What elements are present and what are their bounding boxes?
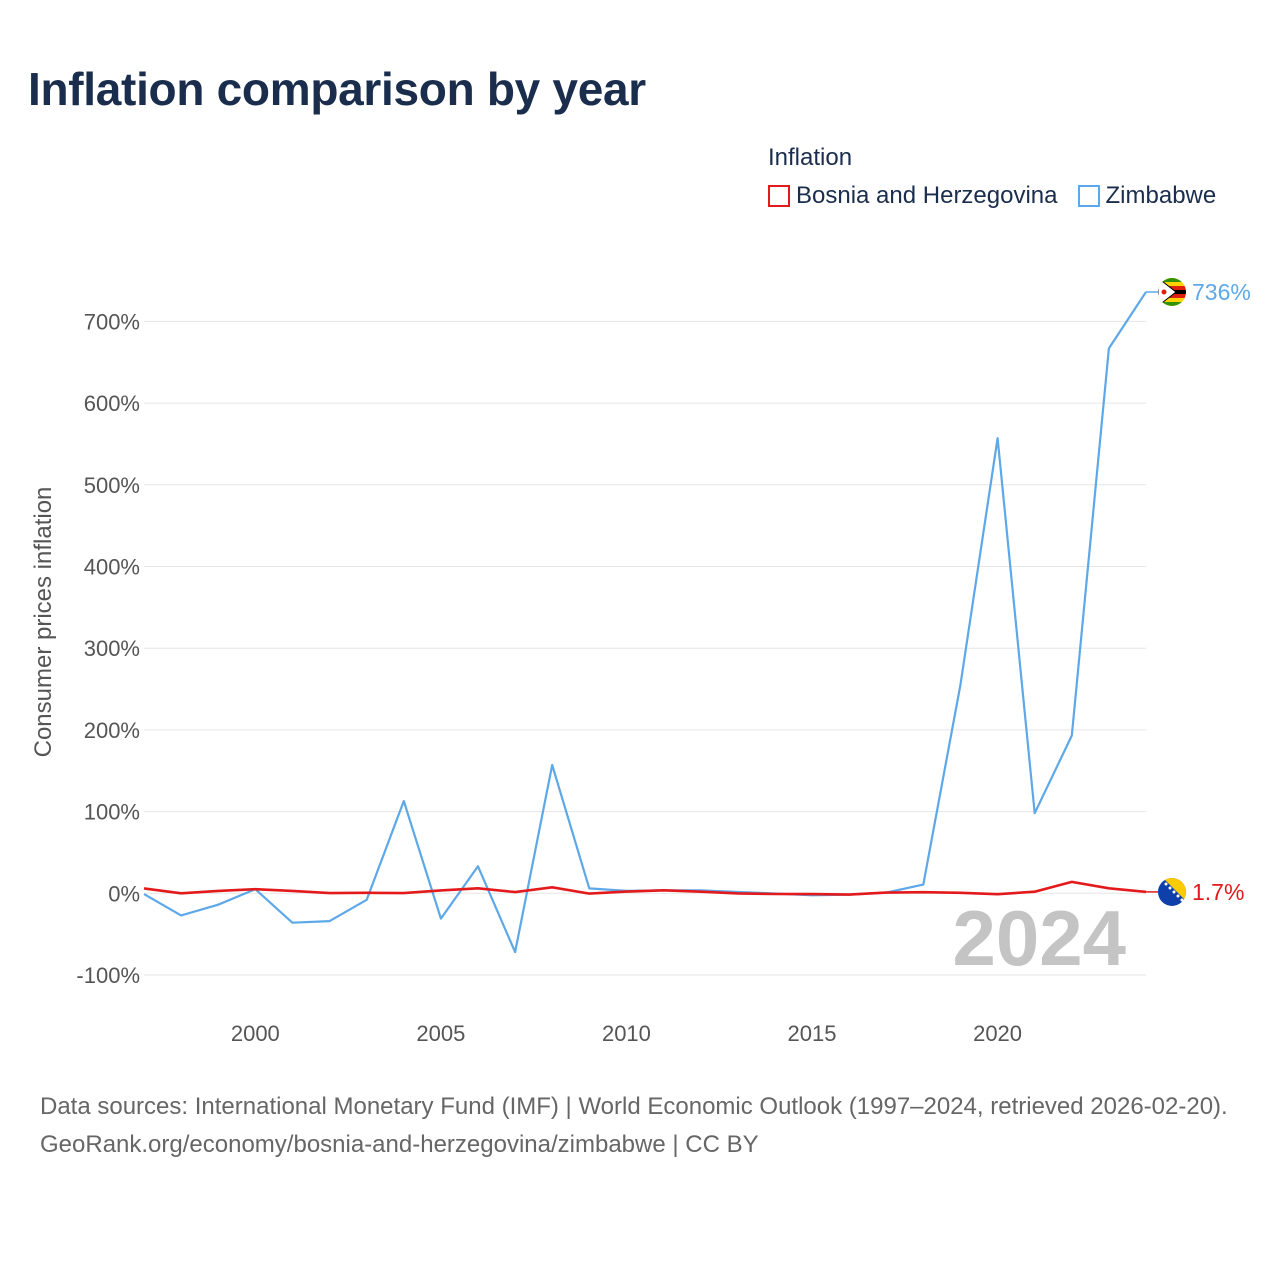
legend-swatch-zimbabwe [1077,185,1100,207]
y-tick-label: 100% [84,800,140,825]
y-tick-label: 300% [84,636,140,661]
end-label-bosnia: 1.7% [1192,879,1244,905]
y-tick-label: 500% [84,473,140,498]
y-tick-label: -100% [76,963,140,988]
y-tick-label: 700% [84,309,140,334]
footer: Data sources: International Monetary Fun… [40,1088,1250,1164]
x-tick-label: 2015 [788,1021,837,1046]
legend-title: Inflation [768,144,853,171]
grid-lines [144,320,1146,976]
series-line-bosnia[interactable] [143,880,1147,896]
legend-item-zimbabwe[interactable]: Zimbabwe [1077,182,1217,210]
year-watermark: 2024 [952,894,1126,982]
chart-title: Inflation comparison by year [28,63,646,115]
legend-label-zimbabwe: Zimbabwe [1105,182,1217,209]
footer-sources: Data sources: International Monetary Fun… [40,1093,1228,1120]
x-tick-label: 2020 [973,1021,1022,1046]
footer-attribution: GeoRank.org/economy/bosnia-and-herzegovi… [40,1131,759,1158]
x-axis-ticks: 2000 2005 2010 2015 2020 [231,1021,1022,1046]
y-axis-ticks: -100% 0% 100% 200% 300% 400% 500% 600% 700% [76,309,140,988]
series-line-zimbabwe[interactable] [143,291,1147,954]
y-tick-label: 0% [108,881,140,906]
bosnia-flag-icon [1158,878,1186,906]
y-tick-label: 400% [84,555,140,580]
legend: Inflation Bosnia and Herzegovina Zimbabw… [768,144,1216,210]
legend-item-bosnia[interactable]: Bosnia and Herzegovina [768,182,1058,210]
x-tick-label: 2000 [231,1021,280,1046]
legend-swatch-bosnia [768,185,790,207]
x-tick-label: 2010 [602,1021,651,1046]
y-axis-label: Consumer prices inflation [30,487,57,758]
x-tick-label: 2005 [416,1021,465,1046]
legend-label-bosnia: Bosnia and Herzegovina [796,182,1058,209]
y-tick-label: 200% [84,718,140,743]
end-label-zimbabwe: 736% [1192,279,1251,305]
zimbabwe-flag-icon [1158,278,1186,306]
y-tick-label: 600% [84,391,140,416]
